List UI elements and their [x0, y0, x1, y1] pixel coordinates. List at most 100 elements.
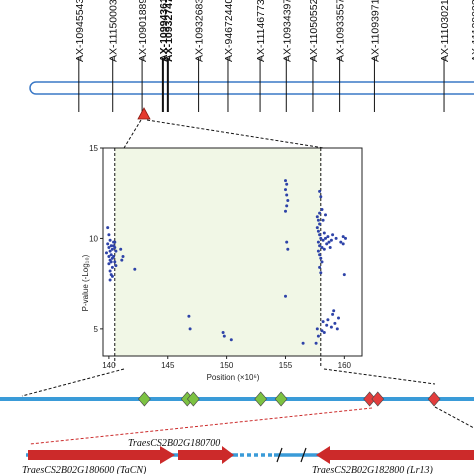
data-point-0-98 [320, 329, 324, 333]
marker-label-m5: AX-109327476 [163, 0, 175, 62]
data-point-0-68 [322, 247, 326, 251]
data-point-0-54 [319, 236, 323, 240]
gene-label-180700: TraesCS2B02G180700 [128, 438, 220, 449]
data-point-0-33 [188, 327, 192, 331]
data-point-0-60 [319, 256, 323, 260]
data-point-0-48 [315, 215, 319, 219]
marker-label-m12: AX-110939718 [369, 0, 381, 62]
gene-diamond-7 [427, 391, 441, 407]
zoom-guide-left-2 [21, 368, 125, 397]
data-point-0-19 [108, 278, 112, 282]
data-point-0-82 [341, 235, 345, 239]
data-point-0-88 [315, 327, 319, 331]
x-axis-label: Position (×10⁶) [207, 373, 260, 382]
data-point-0-49 [316, 218, 320, 222]
data-point-0-15 [110, 265, 114, 269]
data-point-0-71 [328, 246, 332, 249]
data-point-0-90 [325, 323, 329, 327]
data-point-0-69 [326, 235, 330, 239]
data-point-0-34 [221, 331, 225, 334]
gene-label-lr13: TraesCS2B02G182800 (Lr13) [312, 465, 434, 474]
data-point-0-24 [113, 260, 117, 264]
marker-label-m3: AX-109018898 [137, 0, 149, 62]
data-point-0-32 [187, 314, 191, 318]
data-point-0-43 [284, 209, 287, 213]
data-point-0-42 [285, 204, 289, 208]
data-point-0-62 [318, 265, 322, 269]
marker-label-m9: AX-109343971 [281, 0, 293, 62]
data-point-0-4 [109, 244, 113, 248]
data-point-0-86 [314, 341, 318, 345]
data-point-0-55 [316, 240, 320, 244]
data-point-0-1 [107, 233, 111, 237]
data-point-0-94 [337, 316, 340, 320]
data-point-0-7 [108, 249, 112, 253]
data-point-0-56 [318, 244, 322, 248]
data-point-0-92 [333, 321, 337, 325]
data-points [105, 179, 347, 345]
data-point-0-25 [114, 264, 118, 268]
data-point-0-72 [321, 218, 325, 222]
y-tick-label-0: 5 [94, 325, 99, 334]
data-point-0-91 [331, 312, 335, 316]
data-point-0-74 [318, 211, 322, 215]
x-tick-label-0: 140 [102, 361, 116, 370]
gene-diamonds [138, 391, 441, 407]
y-axis-ticks: 5 10 15 [89, 144, 103, 334]
data-point-0-30 [120, 258, 124, 262]
data-point-0-40 [285, 193, 289, 197]
gene-diamond-2 [186, 391, 200, 407]
marker-lines: AX-109455434 AX-111500033 AX-109018898 AX-1… [74, 0, 474, 112]
marker-label-m10: AX-110505529 [308, 0, 320, 62]
data-point-0-46 [284, 294, 287, 298]
data-point-0-80 [334, 236, 338, 240]
data-point-0-87 [316, 334, 320, 338]
data-point-0-37 [284, 179, 287, 183]
data-point-0-47 [301, 341, 305, 345]
data-point-0-97 [326, 318, 330, 322]
data-point-0-63 [319, 271, 323, 275]
gene-diamond-6 [371, 391, 385, 407]
data-point-0-59 [318, 253, 322, 257]
data-point-0-76 [319, 195, 323, 199]
gene-arrow-lr13 [316, 446, 474, 464]
data-point-0-10 [107, 255, 111, 258]
data-point-0-75 [320, 208, 324, 211]
gene-models: TraesCS2B02G180700 TraesCS2B02G180600 (T… [22, 438, 474, 474]
data-point-0-38 [285, 182, 289, 186]
marker-label-m14: AX-111200931 [470, 0, 474, 62]
data-point-0-2 [108, 238, 112, 242]
data-point-0-0 [106, 226, 110, 230]
marker-label-m4: AX-109943612 [158, 0, 170, 62]
y-axis-label: P-value (-Log₁₀) [81, 254, 90, 311]
data-point-0-61 [320, 260, 324, 264]
marker-label-m1: AX-109455434 [74, 0, 86, 62]
x-tick-label-2: 150 [220, 361, 234, 370]
x-axis-ticks: 140 145 150 155 160 [102, 356, 352, 370]
data-point-0-28 [119, 247, 123, 251]
data-point-0-95 [332, 309, 336, 313]
zoom-guide-left-3 [29, 407, 373, 445]
y-tick-label-1: 10 [89, 234, 98, 243]
data-point-0-78 [329, 238, 333, 242]
marker-label-m11: AX-109335572 [335, 0, 347, 62]
zoom-guide-right-3 [434, 406, 474, 429]
data-point-0-29 [121, 255, 125, 258]
data-point-0-22 [114, 249, 118, 253]
data-point-0-26 [112, 244, 116, 248]
axis-break-1 [276, 447, 283, 463]
data-point-0-66 [324, 236, 327, 240]
marker-label-m6: AX-109326836 [194, 0, 206, 62]
data-point-0-41 [286, 199, 290, 202]
marker-label-m8: AX-111467730 [255, 0, 267, 62]
data-point-0-73 [324, 213, 327, 217]
data-point-0-77 [318, 189, 322, 193]
selected-locus-triangle [137, 107, 151, 120]
gene-arrow-tacn [28, 446, 175, 464]
data-point-0-93 [335, 327, 339, 331]
data-point-0-50 [318, 222, 322, 226]
zoom-guide-left [123, 119, 142, 149]
chromosome-bar [29, 81, 474, 95]
data-point-0-51 [315, 226, 319, 230]
data-point-0-64 [321, 238, 325, 242]
